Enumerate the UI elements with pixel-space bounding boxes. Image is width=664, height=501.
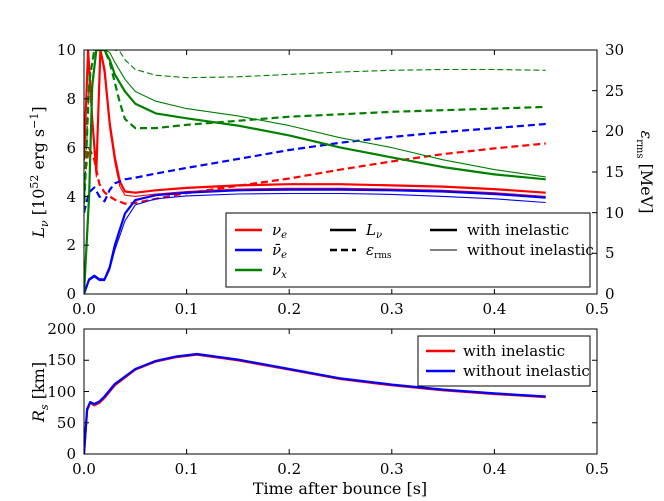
bottom-x-tick-label: 0.0	[72, 460, 96, 478]
top-right-tick-label: 25	[605, 82, 624, 100]
legend-label-eps-rms: εrms	[366, 241, 392, 261]
bottom-legend-frame	[417, 335, 591, 387]
legend-label-nu-e: νe	[272, 221, 287, 241]
top-y-tick-label: 2	[66, 236, 76, 254]
top-x-tick-label: 0.5	[585, 300, 609, 318]
series-line-nu_e_bar-eps-with	[84, 122, 546, 213]
bottom-y-tick-label: 0	[66, 445, 76, 463]
top-series-group	[84, 50, 546, 294]
bottom-x-tick-label: 0.3	[380, 460, 404, 478]
bottom-x-tick-label: 0.1	[175, 460, 199, 478]
bottom-x-tick-label: 0.5	[585, 460, 609, 478]
bottom-x-tick-label: 0.4	[482, 460, 506, 478]
top-y-tick-label: 6	[66, 139, 76, 157]
legend-label-with-inelastic: with inelastic	[467, 221, 569, 239]
top-x-tick-label: 0.0	[72, 300, 96, 318]
legend-label-luminosity: Lν	[365, 221, 382, 241]
series-line-nu_x-eps-without	[84, 50, 546, 213]
top-right-tick-label: 5	[605, 244, 615, 262]
top-x-tick-label: 0.2	[277, 300, 301, 318]
top-right-tick-label: 15	[605, 163, 624, 181]
top-y-tick-label: 4	[66, 188, 76, 206]
series-line-nu_e_bar-L-with	[84, 188, 546, 294]
legend-label-without-inelastic-rs: without inelastic	[463, 362, 590, 380]
top-right-tick-label: 10	[605, 204, 624, 222]
legend-label-without-inelastic: without inelastic	[467, 241, 594, 259]
top-right-axis-label: εrms [MeV]	[634, 131, 656, 214]
top-x-tick-label: 0.3	[380, 300, 404, 318]
bottom-legend: with inelastic without inelastic	[417, 335, 591, 387]
series-line-nu_x-eps-with	[84, 50, 546, 213]
top-legend-frame	[225, 212, 591, 288]
bottom-y-tick-label: 50	[57, 414, 76, 432]
legend-label-nu-e-bar: ν̄e	[272, 241, 287, 261]
bottom-panel: 0 50 100 150 200 0.0 0.1 0.2 0.3 0.4 0.5…	[29, 320, 609, 498]
series-line-nu_e-eps-with	[84, 142, 546, 205]
top-x-tick-label: 0.1	[175, 300, 199, 318]
top-y-tick-label: 8	[66, 90, 76, 108]
series-line-nu_e_bar-L-without	[84, 192, 546, 294]
bottom-y-axis-label: Rs [km]	[29, 362, 51, 423]
top-panel: 0 2 4 6 8 10 0 5 10 15 20 25 30 0.0 0.1 …	[28, 41, 656, 318]
bottom-tick-marks	[83, 328, 598, 455]
top-y-tick-label: 10	[57, 41, 76, 59]
legend-label-nu-x: νx	[272, 261, 287, 281]
series-line-nu_x-L-without	[84, 50, 546, 294]
top-y-tick-label: 0	[66, 285, 76, 303]
top-legend: νe ν̄e νx Lν εrms with inelastic without…	[225, 212, 594, 288]
bottom-y-tick-label: 150	[47, 351, 76, 369]
bottom-y-tick-label: 200	[47, 320, 76, 338]
top-tick-marks	[83, 49, 598, 295]
x-axis-label: Time after bounce [s]	[253, 479, 427, 498]
legend-label-with-inelastic-rs: with inelastic	[463, 342, 565, 360]
top-right-tick-label: 0	[605, 285, 615, 303]
series-line-nu_e-L-without	[84, 50, 546, 197]
top-right-tick-label: 30	[605, 41, 624, 59]
top-y-axis-label: Lν [1052 erg s−1]	[28, 106, 51, 238]
top-x-tick-label: 0.4	[482, 300, 506, 318]
bottom-y-tick-label: 100	[47, 383, 76, 401]
rs-line-without-inelastic	[84, 352, 546, 454]
bottom-series-group	[84, 352, 546, 454]
bottom-x-tick-label: 0.2	[277, 460, 301, 478]
top-right-tick-label: 20	[605, 122, 624, 140]
